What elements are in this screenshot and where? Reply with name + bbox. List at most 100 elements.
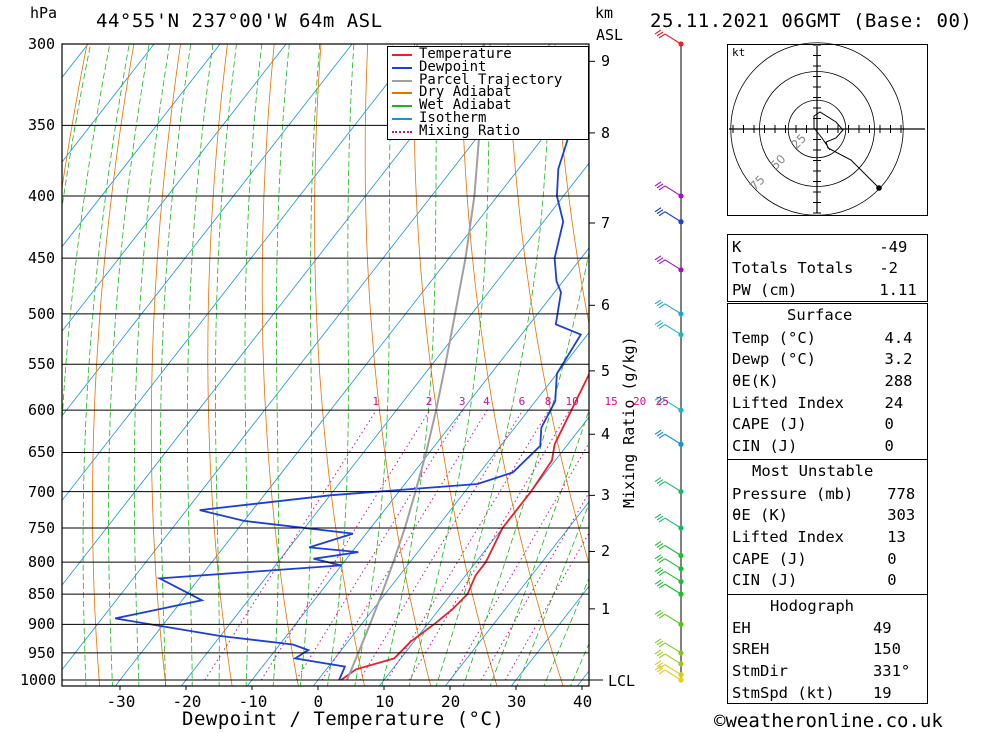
mixing-ratio-label: 25 [655, 395, 669, 409]
wind-barb [654, 638, 682, 654]
surface-title: Surface [787, 306, 853, 324]
pressure-tick-label: 1000 [20, 671, 57, 689]
k-value: -49 [879, 237, 908, 256]
pressure-tick-label: 650 [28, 443, 56, 462]
asl-unit: ASL [596, 26, 624, 44]
km-tick-label: 5 [601, 361, 611, 380]
legend-label: Dry Adiabat [419, 84, 512, 101]
wind-barb [654, 181, 682, 197]
pw-label: PW (cm) [732, 280, 798, 299]
wind-barb [654, 207, 682, 223]
lcl-label: LCL [608, 672, 636, 690]
mixing-ratio-label: 10 [565, 395, 579, 409]
isotherm-line [378, 416, 589, 686]
wet-adiabat-line [62, 44, 111, 430]
index-value: 778 [887, 484, 916, 503]
wet-adiabat-line [327, 44, 355, 686]
most-unstable-title: Most Unstable [752, 462, 874, 480]
index-value: 331° [872, 661, 911, 680]
index-value: 19 [872, 683, 892, 702]
km-tick-label: 4 [601, 425, 611, 444]
legend-swatch [392, 92, 412, 95]
wet-adiabat-line [543, 577, 589, 686]
index-box-1 [727, 234, 928, 302]
pressure-tick-label: 900 [28, 615, 56, 634]
legend-item: Parcel Trajectory [388, 72, 586, 88]
wind-barb [654, 660, 682, 676]
index-value: 0 [884, 436, 894, 455]
dry-adiabat-line [314, 44, 365, 686]
surface-table: Temp (°C) 4.4 Dewp (°C) 3.2 θE(K) 288 Lifted I… [728, 327, 926, 457]
wet-adiabat-line [516, 502, 589, 686]
dry-adiabat-line [460, 44, 564, 686]
wet-adiabat-line [160, 44, 192, 686]
pressure-tick-label: 950 [28, 643, 56, 662]
index-label: CAPE (J) [732, 415, 807, 434]
wet-adiabat-line [133, 44, 171, 686]
temperature-tick-label: 20 [441, 692, 461, 711]
wind-barb [654, 429, 682, 445]
wet-adiabat-line [408, 44, 491, 686]
wind-barb [654, 395, 682, 411]
wet-adiabat-line [215, 44, 237, 686]
mixing-ratio-line [359, 409, 524, 681]
index-label: Temp (°C) [732, 328, 816, 347]
index-label: EH [732, 618, 751, 637]
wind-barb [654, 609, 682, 625]
wet-adiabat-line [354, 44, 394, 686]
pressure-tick-label: 750 [28, 519, 56, 538]
index-label: Dewp (°C) [732, 350, 816, 369]
wet-adiabat-line [299, 44, 321, 686]
dry-adiabat-line [207, 44, 233, 686]
km-tick-label: 1 [601, 599, 611, 618]
wind-level-marker [678, 650, 684, 656]
wind-barb [654, 541, 682, 556]
dry-adiabat-line [413, 44, 498, 686]
legend-label: Wet Adiabat [419, 97, 512, 114]
isotherm-line [246, 247, 589, 686]
index-label: StmSpd (kt) [732, 683, 835, 702]
wind-barb [654, 665, 682, 681]
pressure-tick-label: 700 [28, 482, 56, 501]
index-value: 4.4 [884, 328, 913, 347]
x-axis-label: Dewpoint / Temperature (°C) [182, 708, 505, 730]
pressure-tick-label: 350 [28, 116, 56, 135]
mixing-ratio-label: 15 [604, 395, 618, 409]
pressure-tick-label: 500 [28, 304, 56, 323]
legend-item: Temperature [388, 46, 586, 62]
legend-item: Dry Adiabat [388, 84, 586, 101]
dry-adiabat-line [554, 44, 589, 326]
index-value: 0 [887, 571, 897, 590]
legend-label: Dewpoint [419, 58, 487, 75]
isotherm-line [444, 501, 589, 686]
dry-adiabat-line [92, 44, 135, 686]
index-value: 13 [887, 527, 906, 546]
hodograph-box [727, 44, 928, 216]
wind-barb [654, 579, 682, 595]
index-label: Lifted Index [732, 393, 844, 412]
dry-adiabat-line [261, 44, 299, 686]
copyright-footer: ©weatheronline.co.uk [714, 710, 943, 732]
isotherm-line [510, 585, 589, 686]
isotherm-line [62, 44, 353, 417]
legend-swatch [392, 79, 412, 82]
legend-swatch [392, 66, 412, 69]
mixing-ratio-label: 8 [544, 395, 552, 409]
legend-swatch [392, 105, 412, 108]
km-tick-label: 2 [601, 542, 611, 561]
wind-barb [654, 29, 682, 45]
legend-item: Dewpoint [388, 58, 586, 75]
dry-adiabat-line [971, 26, 1000, 706]
isotherm-line [62, 44, 155, 163]
tt-label: Totals Totals [732, 259, 854, 278]
index-label: Lifted Index [732, 527, 844, 546]
temperature-tick-label: 0 [313, 692, 324, 711]
wet-adiabat-line [435, 44, 551, 686]
temperature-tick-label: 40 [573, 692, 593, 711]
pw-value: 1.11 [879, 280, 917, 299]
wet-adiabat-line [187, 44, 214, 686]
plot-frame [61, 43, 590, 687]
k-label: K [732, 237, 742, 256]
